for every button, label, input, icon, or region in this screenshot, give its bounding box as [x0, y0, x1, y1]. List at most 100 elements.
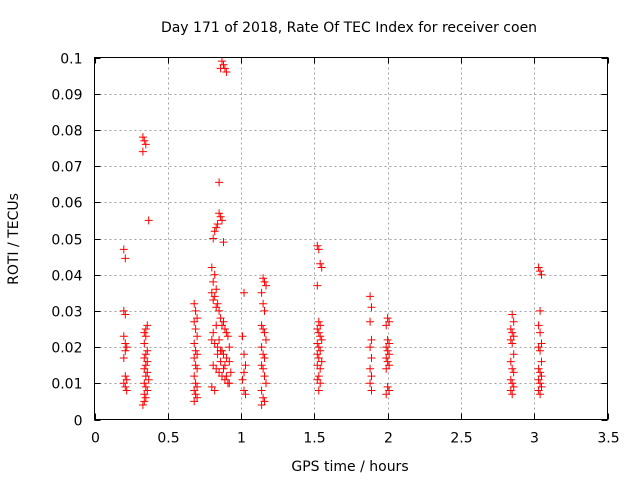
data-point — [314, 372, 323, 381]
x-tick-label: 1.5 — [303, 431, 325, 447]
data-point — [534, 364, 543, 373]
data-point — [383, 346, 392, 355]
data-point — [316, 379, 325, 388]
data-point — [534, 321, 543, 330]
data-point — [143, 321, 152, 330]
data-point — [213, 220, 222, 228]
data-point — [508, 364, 517, 373]
data-point — [313, 339, 322, 348]
data-point — [506, 335, 515, 344]
data-point — [508, 390, 517, 399]
data-point — [121, 372, 130, 381]
data-point — [138, 147, 147, 156]
data-point — [220, 361, 229, 370]
data-point — [257, 386, 266, 395]
data-point — [366, 343, 375, 352]
x-tick-label: 2.5 — [450, 431, 472, 447]
data-point — [121, 254, 130, 263]
data-point — [193, 332, 202, 341]
data-point — [219, 317, 228, 326]
data-point — [366, 317, 375, 326]
data-point — [119, 332, 128, 341]
x-tick-label: 0.5 — [157, 431, 179, 447]
y-tick-label: 0.02 — [51, 341, 82, 357]
data-point — [141, 382, 150, 391]
data-point — [190, 372, 199, 381]
data-point — [210, 227, 219, 236]
data-point — [314, 245, 323, 254]
data-point — [313, 241, 322, 250]
data-point — [190, 317, 199, 326]
data-point — [119, 245, 128, 254]
data-point — [509, 350, 518, 359]
data-point — [536, 368, 545, 377]
data-point — [506, 386, 515, 395]
data-point — [382, 354, 391, 362]
data-point — [366, 379, 375, 388]
data-point — [260, 306, 269, 315]
data-point — [218, 57, 226, 66]
data-point — [191, 325, 200, 333]
y-tick-label: 0.06 — [51, 196, 82, 212]
data-point — [241, 361, 250, 370]
data-point — [314, 328, 323, 337]
y-tick-label: 0 — [74, 414, 83, 430]
data-point — [313, 325, 322, 333]
data-point — [509, 368, 518, 377]
data-point — [218, 346, 226, 355]
data-point — [383, 357, 392, 366]
data-point — [212, 223, 221, 232]
data-point — [240, 288, 248, 297]
y-tick-label: 0.07 — [51, 160, 82, 176]
data-point — [216, 64, 225, 73]
data-point — [367, 335, 376, 344]
data-point — [367, 386, 376, 395]
data-point — [140, 339, 149, 348]
y-tick-label: 0.03 — [51, 305, 82, 321]
grid-lines — [94, 57, 608, 420]
data-point — [382, 321, 391, 330]
data-point — [317, 263, 326, 272]
data-point — [212, 285, 221, 294]
data-point — [537, 357, 546, 366]
data-point — [262, 379, 270, 388]
data-point — [209, 234, 218, 243]
data-point — [193, 364, 202, 373]
data-point — [257, 361, 266, 370]
data-point — [191, 306, 200, 315]
data-point — [225, 379, 234, 388]
data-point — [314, 386, 323, 395]
data-point — [140, 379, 149, 388]
data-point — [534, 343, 543, 352]
x-tick-label: 1 — [237, 431, 246, 447]
y-tick-label: 0.04 — [51, 269, 82, 285]
x-tick-label: 0 — [91, 431, 100, 447]
data-point — [215, 178, 224, 187]
data-point — [508, 328, 517, 337]
data-point — [259, 393, 268, 402]
data-point — [509, 317, 518, 326]
data-point — [241, 390, 250, 399]
data-point — [190, 339, 199, 348]
y-tick-label: 0.08 — [51, 124, 82, 140]
data-point — [238, 332, 247, 341]
data-point — [121, 382, 130, 391]
data-point — [534, 386, 543, 395]
data-point — [213, 299, 222, 308]
y-tick-label: 0.05 — [51, 233, 82, 249]
data-point — [506, 325, 515, 333]
data-point — [140, 136, 149, 145]
data-point — [210, 386, 219, 395]
data-point — [262, 281, 270, 290]
data-point — [121, 346, 130, 355]
data-point — [213, 350, 222, 359]
y-tick-label: 0.1 — [60, 52, 82, 68]
data-point — [215, 209, 224, 218]
data-point — [259, 350, 268, 359]
data-point — [222, 68, 231, 76]
data-point — [536, 346, 545, 355]
x-tick-label: 3 — [530, 431, 539, 447]
x-tick-label: 2 — [384, 431, 393, 447]
data-point — [382, 390, 391, 399]
data-point — [190, 386, 199, 395]
